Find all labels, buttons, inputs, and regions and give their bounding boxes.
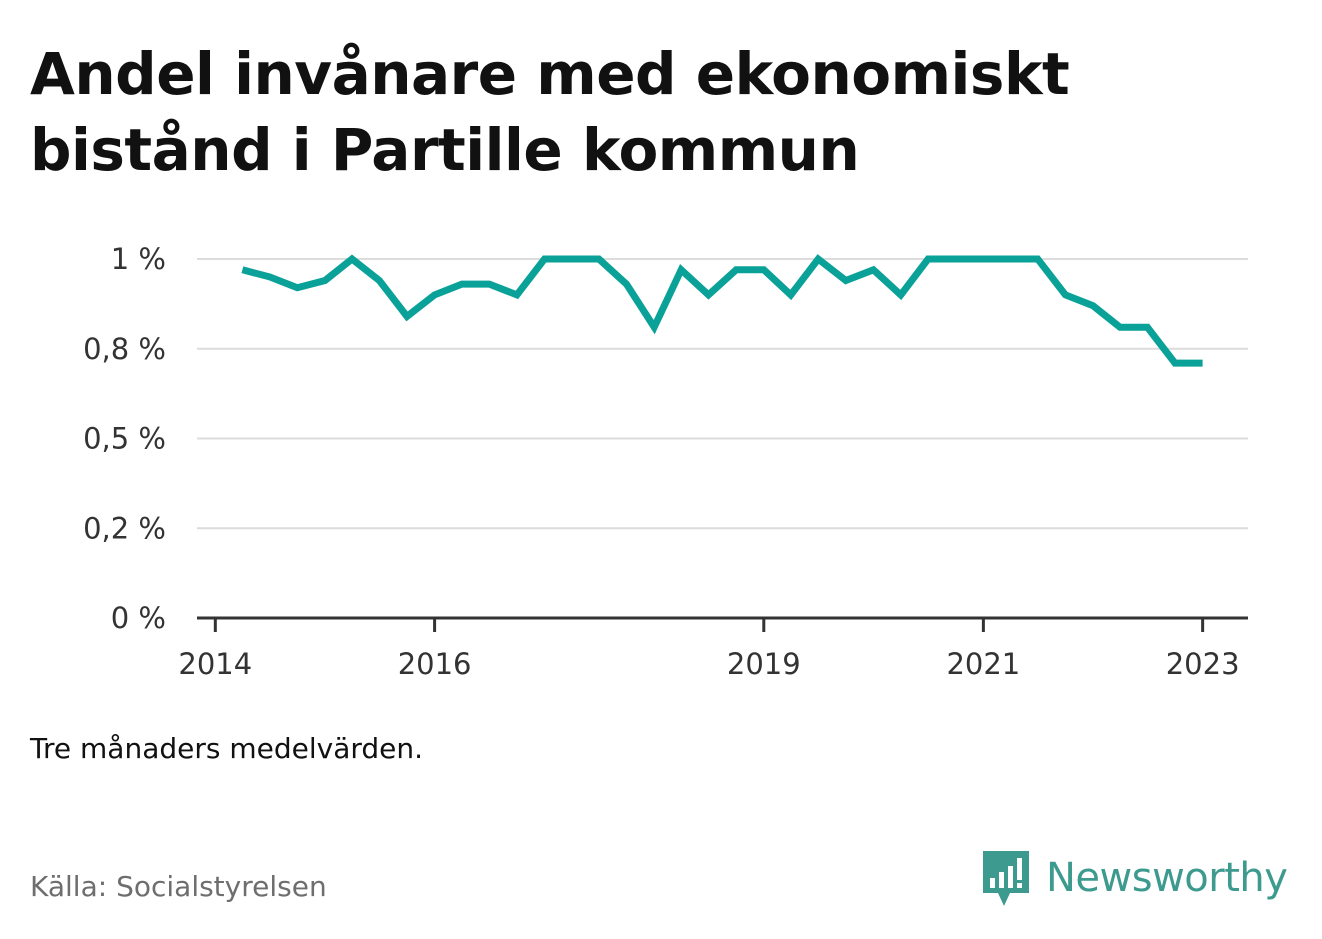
chart-note: Tre månaders medelvärden. [30, 732, 424, 765]
gridlines [197, 258, 1248, 530]
y-tick-label: 1 % [111, 242, 166, 276]
y-tick-label: 0,5 % [83, 422, 166, 456]
x-axis-labels: 2014 2016 2019 2021 2023 [178, 647, 1239, 681]
y-axis-labels: 0 % 0,2 % 0,5 % 0,8 % 1 % [83, 242, 166, 635]
x-tick-label: 2014 [178, 647, 252, 681]
series-layer [241, 254, 1203, 367]
series-line [241, 254, 1203, 367]
x-tick-label: 2023 [1166, 647, 1240, 681]
x-axis [197, 616, 1248, 632]
y-tick-label: 0,2 % [83, 511, 166, 545]
x-tick-label: 2016 [398, 647, 472, 681]
newsworthy-logo: Newsworthy [980, 848, 1288, 908]
x-tick-label: 2021 [946, 647, 1020, 681]
brand-name: Newsworthy [1046, 855, 1288, 901]
chart-title: Andel invånare med ekonomiskt bistånd i … [30, 40, 1070, 184]
x-tick-label: 2019 [727, 647, 801, 681]
chat-bars-icon [983, 851, 1029, 906]
y-tick-label: 0 % [111, 601, 166, 635]
y-tick-label: 0,8 % [83, 332, 166, 366]
source-credit: Källa: Socialstyrelsen [30, 870, 327, 903]
